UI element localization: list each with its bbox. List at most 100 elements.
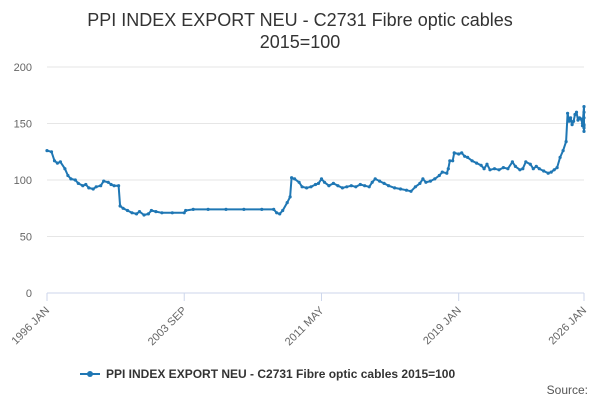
data-point[interactable] (479, 163, 483, 167)
data-point[interactable] (421, 177, 425, 181)
data-point[interactable] (572, 119, 576, 123)
data-point[interactable] (564, 140, 568, 144)
data-point[interactable] (446, 167, 450, 171)
data-point[interactable] (134, 212, 139, 216)
data-point[interactable] (354, 185, 358, 189)
data-point[interactable] (382, 181, 386, 185)
data-point[interactable] (275, 211, 279, 215)
data-point[interactable] (322, 180, 327, 184)
data-point[interactable] (378, 179, 382, 183)
data-point[interactable] (154, 210, 158, 214)
data-point[interactable] (528, 162, 532, 166)
data-point[interactable] (331, 181, 335, 185)
data-point[interactable] (582, 126, 586, 130)
data-point[interactable] (117, 184, 121, 188)
data-point[interactable] (510, 160, 514, 164)
data-point[interactable] (404, 188, 409, 192)
data-point[interactable] (570, 123, 574, 127)
data-point[interactable] (91, 187, 95, 191)
data-point[interactable] (393, 186, 397, 190)
data-point[interactable] (55, 161, 60, 165)
data-point[interactable] (313, 182, 318, 187)
data-point[interactable] (345, 185, 349, 189)
data-point[interactable] (433, 177, 437, 181)
data-point[interactable] (58, 160, 63, 164)
data-point[interactable] (501, 166, 505, 170)
data-point[interactable] (549, 170, 553, 174)
data-point[interactable] (437, 173, 441, 178)
data-point[interactable] (224, 207, 228, 211)
data-point[interactable] (102, 179, 106, 183)
data-point[interactable] (109, 182, 113, 187)
data-point[interactable] (49, 150, 54, 154)
data-point[interactable] (537, 167, 541, 171)
data-point[interactable] (309, 185, 313, 189)
data-point[interactable] (272, 207, 276, 211)
data-point[interactable] (300, 185, 304, 189)
data-point[interactable] (125, 208, 130, 213)
data-point[interactable] (582, 116, 586, 120)
data-point[interactable] (567, 119, 571, 123)
data-point[interactable] (555, 166, 559, 170)
data-point[interactable] (448, 159, 452, 163)
data-point[interactable] (69, 177, 73, 181)
data-point[interactable] (290, 176, 294, 180)
data-point[interactable] (424, 180, 428, 184)
data-point[interactable] (112, 184, 116, 188)
data-point[interactable] (573, 112, 577, 117)
data-point[interactable] (76, 181, 80, 185)
data-point[interactable] (485, 162, 489, 166)
data-point[interactable] (460, 151, 464, 155)
data-point[interactable] (518, 168, 522, 172)
data-point[interactable] (106, 180, 110, 184)
data-point[interactable] (542, 169, 546, 173)
data-point[interactable] (482, 167, 486, 171)
data-point[interactable] (316, 181, 321, 185)
data-point[interactable] (94, 185, 98, 189)
data-point[interactable] (358, 182, 362, 187)
data-point[interactable] (492, 167, 497, 171)
data-point[interactable] (319, 177, 324, 181)
data-point[interactable] (130, 211, 134, 215)
data-point[interactable] (546, 171, 550, 175)
data-point[interactable] (281, 208, 285, 213)
data-point[interactable] (191, 207, 195, 211)
data-point[interactable] (457, 152, 461, 156)
data-point[interactable] (305, 186, 309, 190)
data-point[interactable] (81, 184, 85, 188)
data-point[interactable] (470, 159, 474, 163)
data-point[interactable] (566, 111, 570, 115)
data-point[interactable] (242, 207, 246, 211)
data-point[interactable] (370, 180, 374, 184)
data-point[interactable] (579, 117, 583, 121)
data-point[interactable] (576, 118, 580, 122)
data-point[interactable] (552, 168, 556, 172)
data-point[interactable] (293, 177, 297, 181)
data-point[interactable] (146, 212, 150, 216)
data-point[interactable] (87, 186, 91, 190)
data-point[interactable] (409, 189, 413, 193)
data-point[interactable] (445, 171, 449, 175)
data-point[interactable] (452, 151, 456, 155)
data-point[interactable] (582, 123, 586, 127)
data-point[interactable] (340, 186, 344, 190)
data-point[interactable] (327, 184, 331, 188)
data-point[interactable] (582, 105, 586, 109)
data-point[interactable] (428, 179, 432, 183)
data-point[interactable] (84, 182, 88, 187)
data-point[interactable] (418, 181, 422, 185)
data-point[interactable] (52, 159, 57, 163)
data-point[interactable] (513, 164, 518, 168)
data-point[interactable] (137, 210, 142, 214)
data-point[interactable] (574, 110, 579, 114)
data-point[interactable] (285, 201, 289, 205)
data-point[interactable] (160, 211, 164, 215)
data-point[interactable] (349, 184, 353, 188)
data-point[interactable] (184, 208, 188, 213)
data-point[interactable] (451, 159, 455, 163)
data-point[interactable] (582, 129, 586, 133)
data-point[interactable] (336, 184, 340, 188)
data-point[interactable] (363, 184, 367, 188)
data-point[interactable] (561, 149, 565, 153)
data-point[interactable] (521, 167, 525, 171)
